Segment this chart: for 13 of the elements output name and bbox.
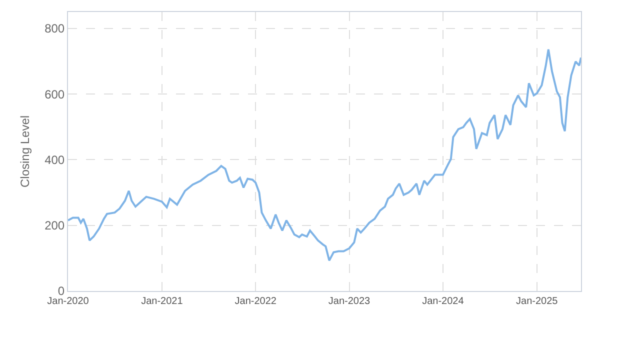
y-tick-label: 0 xyxy=(58,284,65,298)
x-tick-label: Jan-2022 xyxy=(234,296,277,307)
y-tick-label: 200 xyxy=(44,218,65,233)
x-tick-label: Jan-2023 xyxy=(328,296,371,307)
line-series xyxy=(68,48,581,262)
y-tick-label: 800 xyxy=(44,22,65,36)
x-tick-label: Jan-2021 xyxy=(141,296,184,307)
y-tick-label: 400 xyxy=(44,152,65,167)
x-tick-label: Jan-2024 xyxy=(422,296,464,307)
x-tick-label: Jan-2020 xyxy=(47,296,90,307)
x-tick-label: Jan-2025 xyxy=(516,296,558,307)
y-axis-title: Closing Level xyxy=(18,115,32,188)
y-tick-label: 600 xyxy=(44,87,65,102)
